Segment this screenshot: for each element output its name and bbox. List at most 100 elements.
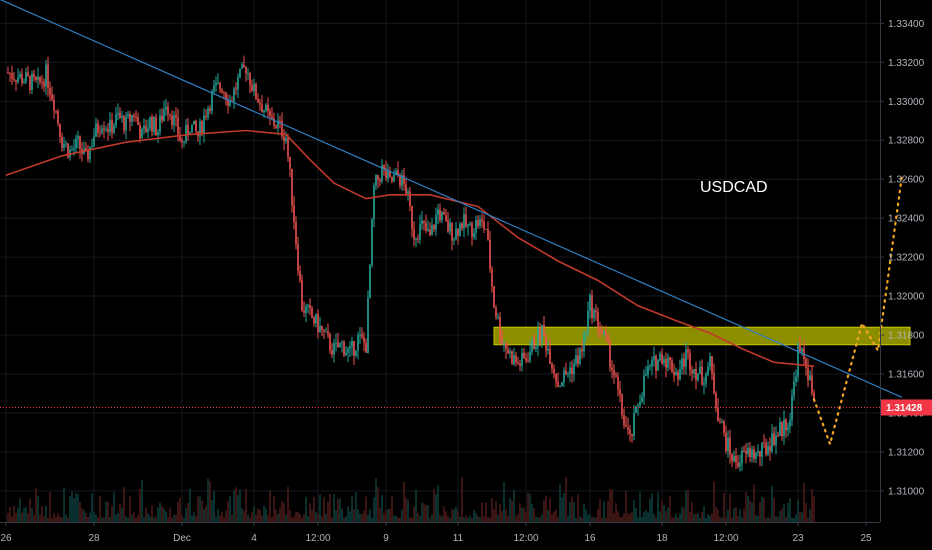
- candle-body[interactable]: [721, 421, 723, 423]
- candle-body[interactable]: [77, 136, 79, 139]
- candle-body[interactable]: [25, 72, 27, 82]
- candle-body[interactable]: [553, 368, 555, 374]
- candle-body[interactable]: [531, 339, 533, 352]
- candle-body[interactable]: [741, 450, 743, 463]
- candle-body[interactable]: [539, 328, 541, 341]
- candle-body[interactable]: [365, 342, 367, 353]
- candle-body[interactable]: [279, 120, 281, 122]
- candle-body[interactable]: [271, 116, 273, 119]
- candle-body[interactable]: [653, 356, 655, 360]
- candle-body[interactable]: [579, 348, 581, 364]
- candle-body[interactable]: [675, 372, 677, 376]
- candle-body[interactable]: [567, 373, 569, 375]
- candle-body[interactable]: [515, 355, 517, 363]
- candle-body[interactable]: [651, 359, 653, 367]
- candle-body[interactable]: [583, 333, 585, 352]
- candle-body[interactable]: [345, 352, 347, 356]
- candle-body[interactable]: [207, 108, 209, 118]
- candle-body[interactable]: [129, 114, 131, 122]
- candle-body[interactable]: [503, 343, 505, 345]
- candle-body[interactable]: [171, 115, 173, 126]
- candle-body[interactable]: [367, 297, 369, 353]
- candle-body[interactable]: [677, 372, 679, 380]
- candle-body[interactable]: [149, 116, 151, 129]
- candle-body[interactable]: [145, 125, 147, 133]
- candle-body[interactable]: [253, 83, 255, 91]
- candle-body[interactable]: [57, 111, 59, 124]
- candle-body[interactable]: [711, 356, 713, 374]
- candle-body[interactable]: [797, 343, 799, 377]
- candle-body[interactable]: [437, 209, 439, 215]
- candle-body[interactable]: [335, 342, 337, 344]
- candle-body[interactable]: [571, 367, 573, 375]
- candle-body[interactable]: [395, 170, 397, 176]
- candle-body[interactable]: [621, 394, 623, 415]
- candle-body[interactable]: [109, 119, 111, 132]
- candle-body[interactable]: [779, 422, 781, 436]
- candle-body[interactable]: [411, 206, 413, 229]
- candle-body[interactable]: [159, 115, 161, 133]
- candle-body[interactable]: [527, 360, 529, 362]
- candle-body[interactable]: [257, 98, 259, 103]
- candle-body[interactable]: [247, 73, 249, 75]
- candle-body[interactable]: [293, 205, 295, 223]
- candle-body[interactable]: [351, 341, 353, 347]
- candle-body[interactable]: [465, 214, 467, 227]
- candle-body[interactable]: [49, 88, 51, 95]
- candle-body[interactable]: [221, 89, 223, 93]
- candle-body[interactable]: [463, 214, 465, 229]
- candle-body[interactable]: [39, 76, 41, 82]
- candle-body[interactable]: [375, 175, 377, 186]
- candle-body[interactable]: [597, 312, 599, 330]
- candle-body[interactable]: [357, 335, 359, 351]
- candle-body[interactable]: [679, 369, 681, 380]
- candle-body[interactable]: [401, 175, 403, 187]
- candle-body[interactable]: [255, 83, 257, 99]
- candle-body[interactable]: [775, 435, 777, 445]
- candle-body[interactable]: [485, 228, 487, 230]
- candle-body[interactable]: [211, 91, 213, 111]
- candle-body[interactable]: [715, 393, 717, 408]
- candle-body[interactable]: [331, 350, 333, 355]
- candle-body[interactable]: [151, 116, 153, 132]
- candle-body[interactable]: [747, 447, 749, 454]
- candle-body[interactable]: [33, 73, 35, 78]
- candle-body[interactable]: [727, 437, 729, 451]
- candle-body[interactable]: [27, 72, 29, 76]
- candle-body[interactable]: [431, 225, 433, 235]
- candle-body[interactable]: [703, 383, 705, 385]
- candle-body[interactable]: [313, 317, 315, 324]
- candle-body[interactable]: [537, 328, 539, 347]
- candle-body[interactable]: [175, 115, 177, 118]
- candle-body[interactable]: [409, 191, 411, 207]
- candle-body[interactable]: [263, 110, 265, 113]
- candle-body[interactable]: [97, 123, 99, 133]
- candle-body[interactable]: [545, 334, 547, 351]
- candle-body[interactable]: [295, 222, 297, 245]
- candle-body[interactable]: [7, 72, 9, 74]
- candle-body[interactable]: [55, 110, 57, 112]
- candle-body[interactable]: [473, 232, 475, 238]
- candle-body[interactable]: [559, 386, 561, 388]
- candle-body[interactable]: [723, 421, 725, 433]
- candle-body[interactable]: [509, 351, 511, 354]
- candle-body[interactable]: [187, 125, 189, 135]
- candle-body[interactable]: [243, 64, 245, 67]
- candle-body[interactable]: [125, 116, 127, 131]
- trendline-line[interactable]: [0, 0, 903, 398]
- candle-body[interactable]: [767, 446, 769, 455]
- candle-body[interactable]: [385, 168, 387, 179]
- candle-body[interactable]: [693, 368, 695, 374]
- candle-body[interactable]: [277, 120, 279, 128]
- candle-body[interactable]: [43, 81, 45, 87]
- candle-body[interactable]: [619, 388, 621, 395]
- candle-body[interactable]: [65, 143, 67, 145]
- candle-body[interactable]: [407, 191, 409, 194]
- candle-body[interactable]: [225, 92, 227, 101]
- candle-body[interactable]: [497, 316, 499, 318]
- candle-body[interactable]: [737, 462, 739, 467]
- candle-body[interactable]: [671, 360, 673, 372]
- candle-body[interactable]: [809, 375, 811, 381]
- candle-body[interactable]: [689, 352, 691, 371]
- candle-body[interactable]: [311, 308, 313, 318]
